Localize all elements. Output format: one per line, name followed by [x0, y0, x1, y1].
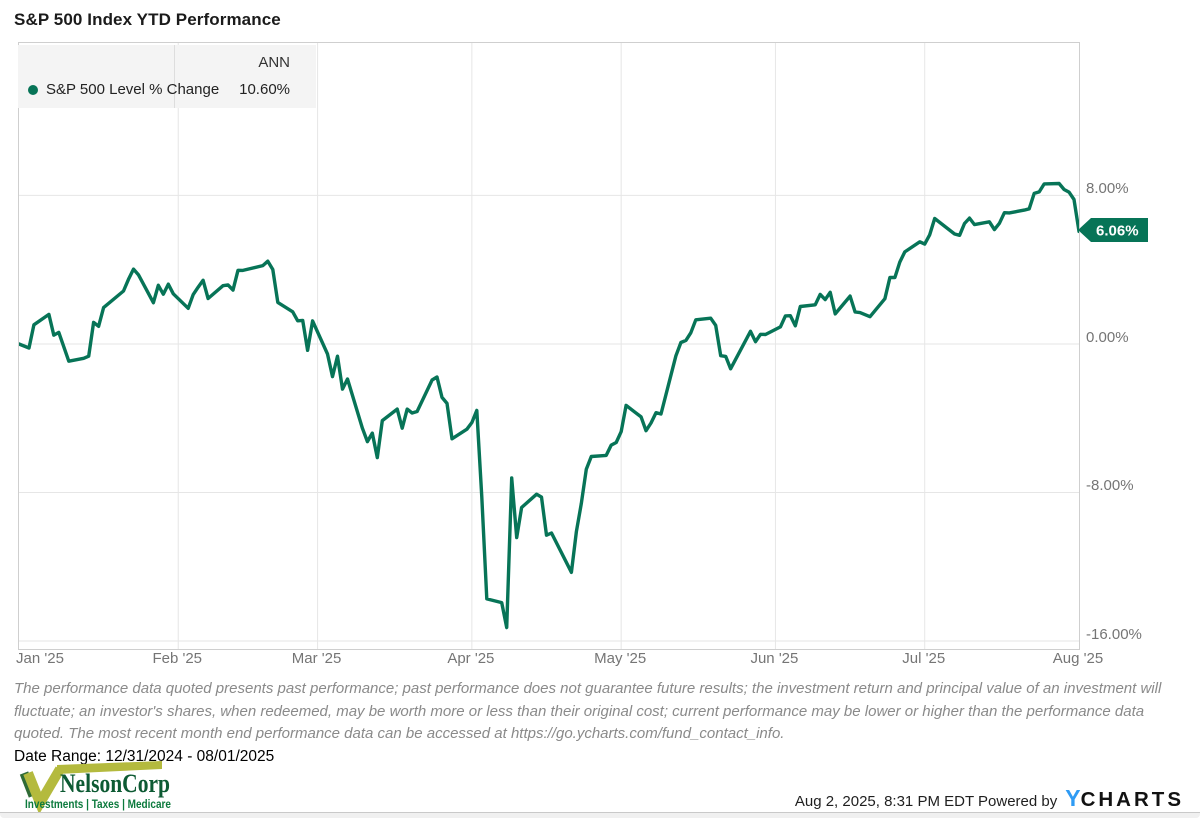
legend-ann-header: ANN — [258, 54, 290, 71]
legend-ann-value: 10.60% — [239, 81, 290, 98]
logo-tagline: Investments | Taxes | Medicare — [25, 797, 171, 811]
legend: ANN S&P 500 Level % Change 10.60% — [18, 45, 316, 108]
series-color-dot-icon — [28, 85, 38, 95]
sp500-series-line — [19, 181, 1079, 630]
y-axis-tick-label: 8.00% — [1086, 180, 1129, 198]
ycharts-logo-y: Y — [1065, 785, 1081, 811]
x-axis-tick-label: Jul '25 — [902, 650, 946, 667]
x-axis-tick-label: Mar '25 — [291, 650, 342, 667]
x-axis-tick-label: Jan '25 — [16, 650, 64, 667]
page-title: S&P 500 Index YTD Performance — [14, 10, 281, 29]
nelsoncorp-logo: NelsonCorp Investments | Taxes | Medicar… — [19, 761, 171, 813]
badge-value: 6.06% — [1096, 223, 1139, 240]
ycharts-logo-text: CHARTS — [1080, 788, 1184, 811]
x-axis-tick-label: Jun '25 — [750, 650, 799, 667]
logo-top-bar — [57, 761, 162, 774]
x-axis-tick-label: Apr '25 — [447, 650, 495, 667]
y-axis-tick-label: 0.00% — [1086, 328, 1129, 346]
footer-attribution: Aug 2, 2025, 8:31 PM EDT Powered by Y CH… — [795, 787, 1184, 811]
legend-series-label: S&P 500 Level % Change — [46, 81, 220, 98]
window-bottom-edge — [0, 812, 1200, 818]
logo-wordmark: NelsonCorp — [60, 769, 170, 798]
y-axis-tick-label: -16.00% — [1086, 626, 1142, 644]
y-axis-tick-label: -8.00% — [1086, 477, 1134, 495]
x-axis-tick-label: Feb '25 — [152, 650, 203, 667]
date-range-label: Date Range: 12/31/2024 - 08/01/2025 — [14, 748, 275, 765]
last-value-badge: 6.06% — [1078, 218, 1148, 243]
badge-tag-shape — [1078, 218, 1148, 243]
plot-area — [18, 42, 1080, 650]
logo-n-mark-icon — [23, 766, 65, 813]
x-axis-tick-label: May '25 — [594, 650, 647, 667]
legend-column-divider — [174, 45, 175, 108]
performance-disclaimer: The performance data quoted presents pas… — [14, 680, 1162, 742]
x-axis-tick-label: Aug '25 — [1052, 650, 1104, 667]
gridlines — [19, 43, 1079, 649]
chart-canvas — [19, 43, 1079, 649]
footer-timestamp: Aug 2, 2025, 8:31 PM EDT Powered by — [794, 793, 1058, 810]
